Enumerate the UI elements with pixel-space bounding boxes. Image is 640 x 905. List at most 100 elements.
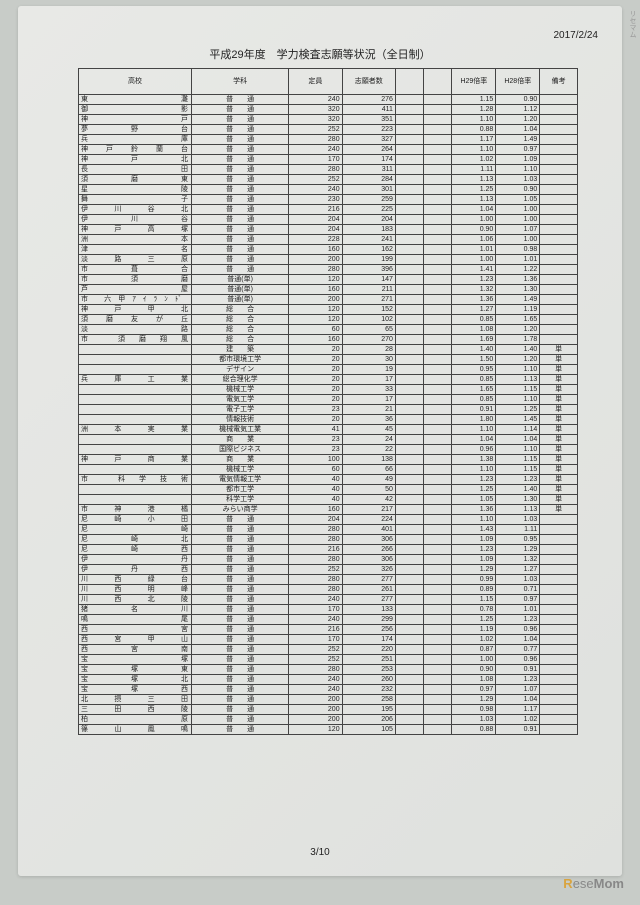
- cell-h29: 1.10: [452, 145, 496, 155]
- table-container: 高校 学科 定員 志願者数 H29倍率 H28倍率 備考 東 灘普 通24027…: [78, 68, 578, 735]
- col-note: 備考: [540, 69, 578, 95]
- cell-blank2: [424, 375, 452, 385]
- cell-dept: 普 通: [191, 145, 288, 155]
- cell-note: [540, 635, 578, 645]
- table-row: 商 業23241.041.04単: [79, 435, 578, 445]
- cell-app: 162: [342, 245, 395, 255]
- cell-app: 306: [342, 535, 395, 545]
- cell-note: [540, 95, 578, 105]
- cell-app: 270: [342, 335, 395, 345]
- cell-h29: 1.00: [452, 215, 496, 225]
- cell-blank2: [424, 335, 452, 345]
- cell-cap: 280: [289, 265, 342, 275]
- cell-note: 単: [540, 365, 578, 375]
- cell-blank1: [395, 635, 423, 645]
- cell-note: [540, 725, 578, 735]
- cell-note: [540, 185, 578, 195]
- cell-cap: 40: [289, 495, 342, 505]
- cell-h29: 0.95: [452, 365, 496, 375]
- cell-school: 川西北陵: [79, 595, 192, 605]
- cell-h28: 1.07: [496, 685, 540, 695]
- cell-note: 単: [540, 495, 578, 505]
- cell-blank2: [424, 635, 452, 645]
- cell-app: 21: [342, 405, 395, 415]
- cell-cap: 252: [289, 645, 342, 655]
- cell-school: 川西緑台: [79, 575, 192, 585]
- cell-note: [540, 565, 578, 575]
- cell-note: [540, 595, 578, 605]
- cell-blank2: [424, 515, 452, 525]
- cell-blank1: [395, 425, 423, 435]
- cell-h28: 1.20: [496, 325, 540, 335]
- cell-app: 301: [342, 185, 395, 195]
- table-row: 都市工学40501.251.40単: [79, 485, 578, 495]
- cell-h29: 1.40: [452, 345, 496, 355]
- cell-blank2: [424, 285, 452, 295]
- cell-blank1: [395, 205, 423, 215]
- cell-cap: 160: [289, 245, 342, 255]
- table-row: 市 須磨翔風総 合1602701.691.78: [79, 335, 578, 345]
- cell-blank1: [395, 545, 423, 555]
- cell-blank2: [424, 705, 452, 715]
- cell-cap: 170: [289, 635, 342, 645]
- cell-school: 鳴 尾: [79, 615, 192, 625]
- cell-note: [540, 145, 578, 155]
- cell-cap: 40: [289, 485, 342, 495]
- cell-h28: 0.97: [496, 145, 540, 155]
- cell-app: 232: [342, 685, 395, 695]
- cell-app: 220: [342, 645, 395, 655]
- table-row: 市 神 港 橘みらい商学1602171.361.13単: [79, 505, 578, 515]
- cell-app: 28: [342, 345, 395, 355]
- cell-blank1: [395, 335, 423, 345]
- cell-blank2: [424, 155, 452, 165]
- cell-blank1: [395, 595, 423, 605]
- cell-h28: 1.01: [496, 255, 540, 265]
- cell-cap: 280: [289, 135, 342, 145]
- cell-app: 102: [342, 315, 395, 325]
- cell-cap: 230: [289, 195, 342, 205]
- cell-school: 神 戸 甲 北: [79, 305, 192, 315]
- cell-dept: 普 通: [191, 715, 288, 725]
- table-row: 建 築20281.401.40単: [79, 345, 578, 355]
- cell-note: 単: [540, 345, 578, 355]
- table-row: デザイン20190.951.10単: [79, 365, 578, 375]
- cell-cap: 280: [289, 165, 342, 175]
- cell-h28: 1.32: [496, 555, 540, 565]
- cell-note: 単: [540, 445, 578, 455]
- cell-school: 御 影: [79, 105, 192, 115]
- cell-cap: 20: [289, 355, 342, 365]
- cell-h28: 1.29: [496, 545, 540, 555]
- cell-blank2: [424, 395, 452, 405]
- cell-app: 17: [342, 375, 395, 385]
- cell-app: 241: [342, 235, 395, 245]
- cell-h28: 1.30: [496, 495, 540, 505]
- cell-blank1: [395, 175, 423, 185]
- cell-note: [540, 625, 578, 635]
- cell-school: 舞 子: [79, 195, 192, 205]
- cell-school: 神 戸: [79, 115, 192, 125]
- cell-cap: 60: [289, 465, 342, 475]
- cell-note: [540, 155, 578, 165]
- cell-cap: 240: [289, 185, 342, 195]
- cell-cap: 20: [289, 345, 342, 355]
- cell-blank1: [395, 195, 423, 205]
- cell-blank1: [395, 225, 423, 235]
- table-row: 御 影普 通3204111.281.12: [79, 105, 578, 115]
- cell-blank2: [424, 295, 452, 305]
- cell-h28: 1.27: [496, 565, 540, 575]
- cell-dept: デザイン: [191, 365, 288, 375]
- cell-app: 174: [342, 635, 395, 645]
- cell-h28: 1.05: [496, 195, 540, 205]
- cell-note: [540, 685, 578, 695]
- cell-dept: 普 通: [191, 535, 288, 545]
- cell-blank1: [395, 535, 423, 545]
- table-row: 東 灘普 通2402761.150.90: [79, 95, 578, 105]
- col-school: 高校: [79, 69, 192, 95]
- cell-blank1: [395, 715, 423, 725]
- cell-cap: 216: [289, 205, 342, 215]
- cell-dept: 電子工学: [191, 405, 288, 415]
- cell-blank1: [395, 705, 423, 715]
- cell-dept: 普 通: [191, 705, 288, 715]
- cell-school: 尼 崎 西: [79, 545, 192, 555]
- cell-app: 24: [342, 435, 395, 445]
